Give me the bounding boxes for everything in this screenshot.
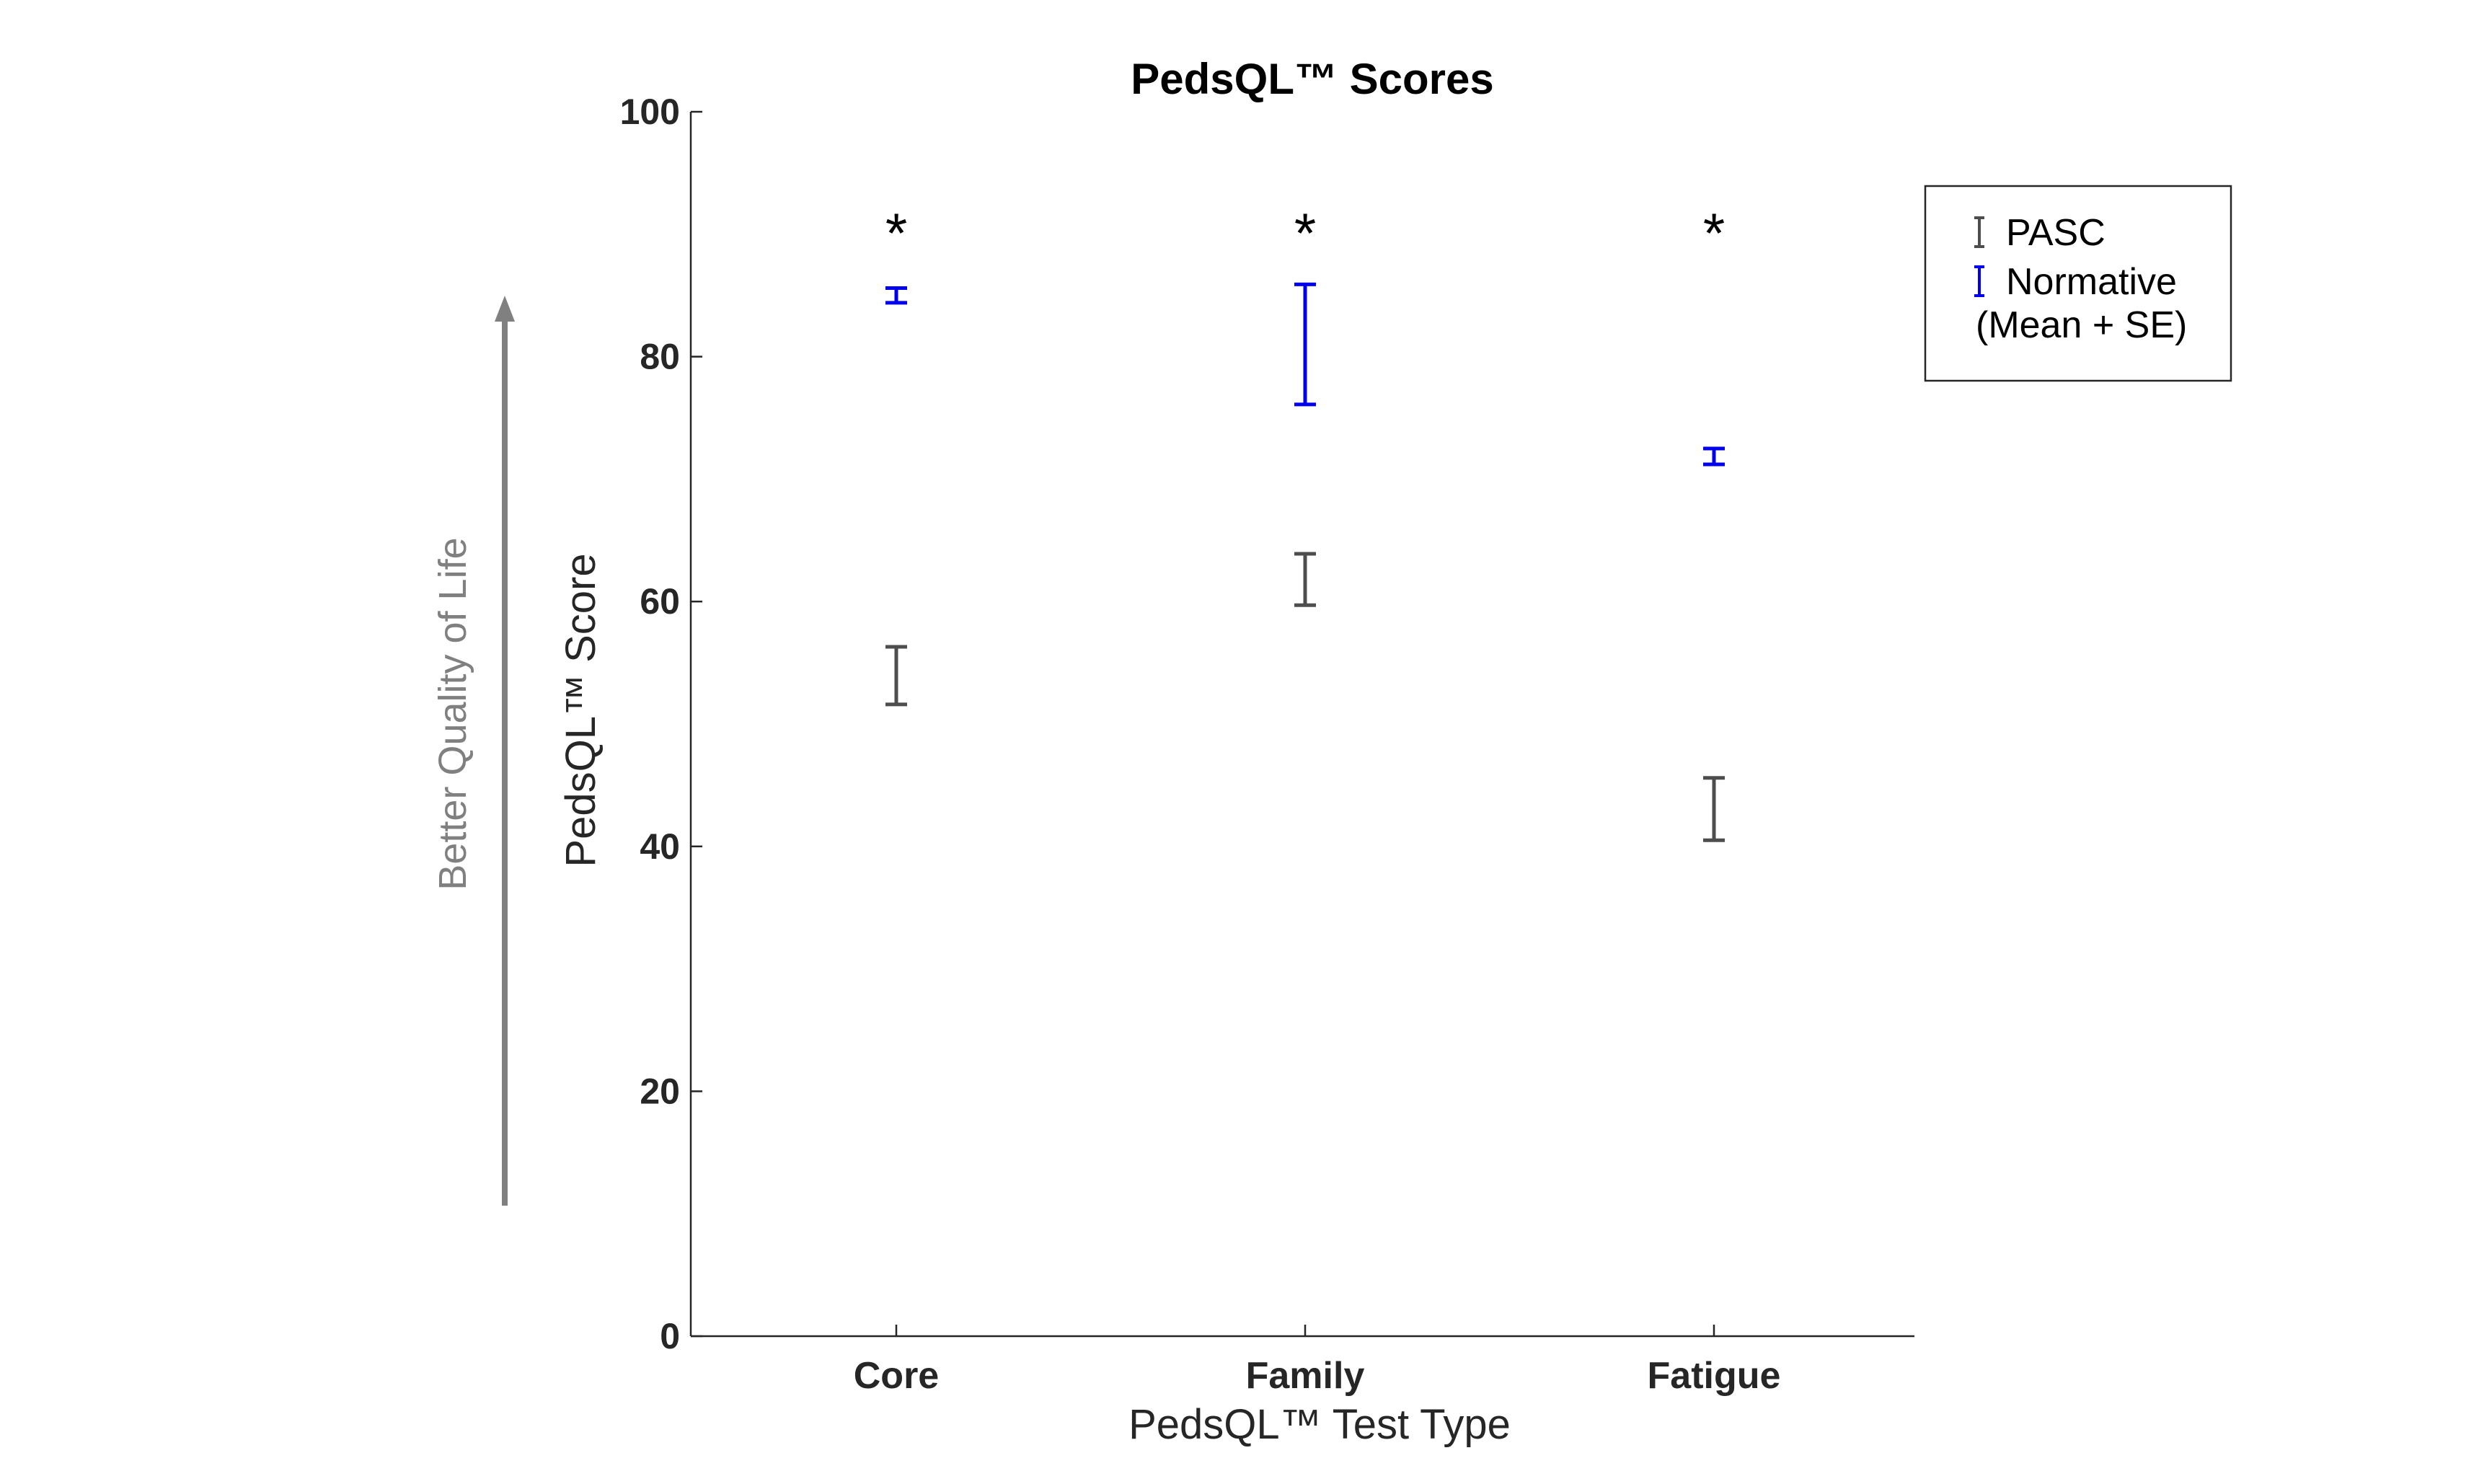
legend-label: PASC — [2006, 212, 2106, 254]
error-bar-normative — [1294, 282, 1316, 407]
chart-title: PedsQL™ Scores — [1131, 55, 1494, 103]
error-bars — [885, 282, 1725, 842]
error-bar-normative — [885, 286, 907, 305]
legend: PASC Normative(Mean + SE) — [1924, 185, 2232, 382]
significance-markers: * * * — [885, 201, 1725, 265]
y-tick-label: 0 — [660, 1316, 680, 1356]
significance-star: * — [885, 201, 907, 265]
y-tick-label: 40 — [640, 826, 680, 867]
y-tick-label: 20 — [640, 1071, 680, 1111]
axes — [689, 112, 1914, 1338]
side-annotation: Better Quality of Life — [431, 537, 474, 890]
significance-star: * — [1703, 201, 1725, 265]
x-axis-label: PedsQL™ Test Type — [1128, 1401, 1511, 1448]
error-bar-pasc — [885, 645, 907, 707]
y-ticks: 0 20 40 60 80 100 — [620, 92, 702, 1356]
y-tick-label: 100 — [620, 92, 680, 132]
x-categories: Core Family Fatigue — [854, 1325, 1781, 1397]
x-tick-label: Core — [854, 1355, 939, 1397]
y-tick-label: 60 — [640, 581, 680, 622]
error-bar-pasc — [1294, 552, 1316, 607]
error-bar-pasc — [1703, 776, 1725, 842]
error-bar-normative — [1703, 446, 1725, 467]
legend-entry-pasc: PASC — [1974, 212, 2106, 254]
y-tick-label: 80 — [640, 337, 680, 377]
x-tick-label: Fatigue — [1648, 1355, 1781, 1397]
quality-arrow-head — [495, 296, 515, 322]
y-axis-label: PedsQL™ Score — [557, 553, 604, 867]
legend-entry-normative: Normative — [1974, 261, 2177, 303]
legend-label: Normative — [2006, 261, 2177, 303]
x-tick-label: Family — [1246, 1355, 1365, 1397]
significance-star: * — [1294, 201, 1316, 265]
legend-note: (Mean + SE) — [1976, 304, 2187, 346]
